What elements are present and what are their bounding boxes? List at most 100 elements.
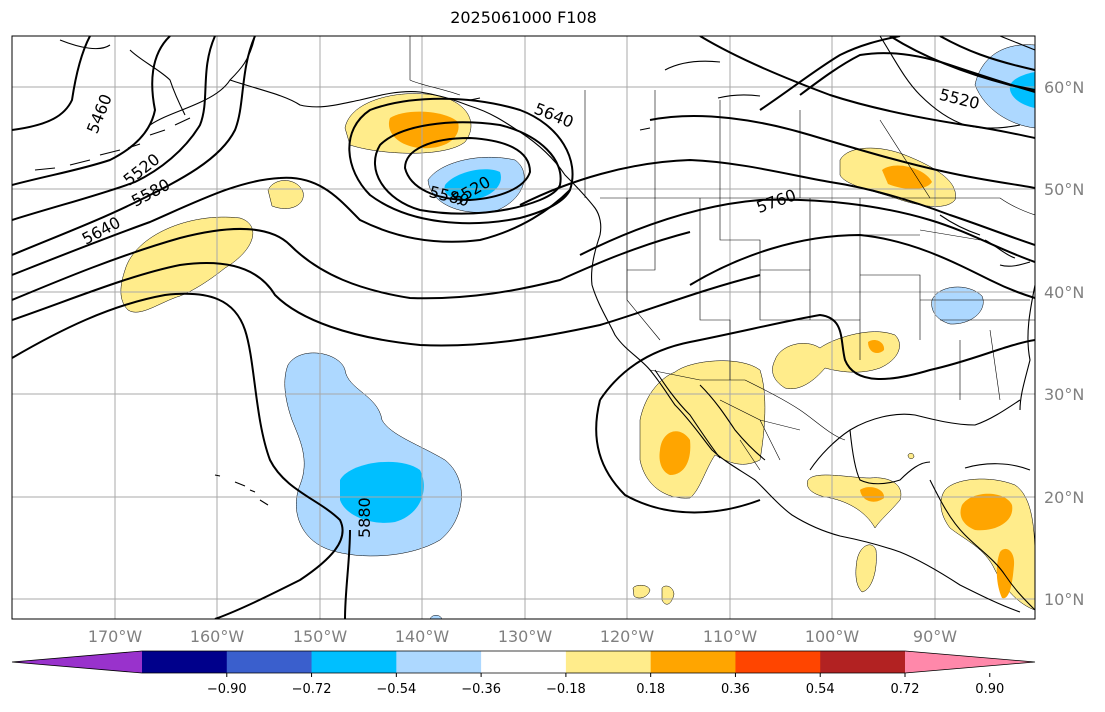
contour-5760-east xyxy=(519,158,1035,246)
coastline-baja xyxy=(654,369,766,461)
coastline-central-america xyxy=(929,479,1035,611)
coastline-gulf-of-mexico xyxy=(809,399,1021,485)
colorbar-tick-label: −0.18 xyxy=(546,682,586,697)
border-us-states-central xyxy=(809,198,1035,401)
border-us-mexico xyxy=(649,369,846,441)
anomaly-positive-canada-core xyxy=(882,165,932,189)
lon-label-120w: 120°W xyxy=(600,627,655,646)
lon-label-100w: 100°W xyxy=(805,627,860,646)
anomaly-positive-small-3 xyxy=(632,585,651,599)
contour-5820-east xyxy=(689,233,1035,299)
coastline-atlantic xyxy=(1019,284,1035,411)
border-alaska-canada xyxy=(409,36,461,96)
lat-label-30n: 30°N xyxy=(1044,385,1084,404)
anomaly-positive-gulf-mexico-core xyxy=(860,487,885,502)
lat-label-60n: 60°N xyxy=(1044,78,1084,97)
coastline-alaska-west xyxy=(59,39,186,116)
anomaly-positive-small-5 xyxy=(907,453,915,459)
contour-northeast-6 xyxy=(649,115,1035,189)
contour-5880 xyxy=(344,529,351,619)
contour-low-gulf-alaska-mid xyxy=(374,121,562,215)
colorbar-box xyxy=(820,651,906,673)
coastline-aleutians xyxy=(34,117,191,171)
contour-5580-west xyxy=(12,36,216,221)
colorbar-box xyxy=(735,651,821,673)
contour-5460 xyxy=(12,36,91,131)
lon-label-110w: 110°W xyxy=(703,627,758,646)
lon-label-130w: 130°W xyxy=(498,627,553,646)
colorbar-outline xyxy=(11,650,1036,674)
colorbar-box xyxy=(481,651,567,673)
contour-5820 xyxy=(12,262,761,347)
lon-label-140w: 140°W xyxy=(395,627,450,646)
colorbar-tick-label: 0.18 xyxy=(636,682,665,697)
coastline-north-america-west xyxy=(591,234,1021,613)
lon-label-170w: 170°W xyxy=(88,627,143,646)
colorbar-tick-label: 0.72 xyxy=(891,682,920,697)
colorbar-box xyxy=(396,651,482,673)
coastline-cuba xyxy=(964,463,1031,471)
colorbar-box xyxy=(226,651,313,673)
map-border xyxy=(11,35,1036,620)
lon-label-150w: 150°W xyxy=(293,627,348,646)
lat-label-20n: 20°N xyxy=(1044,488,1084,507)
coastlines xyxy=(34,36,1035,613)
anomaly-positive-gulf-alaska-core xyxy=(388,111,459,149)
lon-label-90w: 90°W xyxy=(913,627,957,646)
contour-northeast-4 xyxy=(939,36,1035,71)
colorbar-tick-label: −0.54 xyxy=(376,682,416,697)
map-frame-bg xyxy=(12,36,1035,619)
anomaly-positive-south-plains xyxy=(772,331,900,390)
contour-5640-west xyxy=(12,36,256,256)
colorbar-tick-label: −0.72 xyxy=(292,682,332,697)
colorbar-box xyxy=(650,651,736,673)
lat-label-50n: 50°N xyxy=(1044,180,1084,199)
colorbar-tick-label: 0.54 xyxy=(806,682,835,697)
colorbar-extension-min xyxy=(12,651,142,673)
anomaly-positive-baja-core xyxy=(659,431,691,475)
colorbar-tick-label: −0.36 xyxy=(461,682,501,697)
contour-5760-west xyxy=(12,227,691,301)
colorbar-extension-max xyxy=(905,651,1035,673)
political-borders xyxy=(409,36,1035,471)
colorbar-tick-label: 0.36 xyxy=(721,682,750,697)
contour-5520-west xyxy=(12,36,171,186)
contour-northeast-2 xyxy=(759,36,901,111)
colorbar-box xyxy=(142,651,228,673)
contour-label-5880: 5880 xyxy=(355,497,374,538)
coastline-hawaii xyxy=(214,474,269,506)
anomaly-positive-central-america-core-2 xyxy=(996,548,1015,599)
coastline-hudson-bay xyxy=(879,36,1035,129)
coastline-alaska xyxy=(149,36,602,236)
latitude-labels: 60°N 50°N 40°N 30°N 20°N 10°N xyxy=(1044,78,1084,609)
border-mexico-states xyxy=(719,399,801,471)
longitude-labels: 170°W 160°W 150°W 140°W 130°W 120°W 110°… xyxy=(88,627,957,646)
anomaly-positive-central-america-core xyxy=(960,493,1013,531)
contour-5700-east xyxy=(579,198,1035,263)
lon-label-160w: 160°W xyxy=(190,627,245,646)
contour-subtropical-high-west xyxy=(12,292,344,619)
contour-subtropical-high-east xyxy=(595,313,1035,514)
anomaly-positive-small-1 xyxy=(267,180,304,209)
anomaly-negative-subtropical-pacific-core xyxy=(340,461,424,523)
contour-northeast-5 xyxy=(889,36,1035,91)
anomaly-shading xyxy=(120,44,1035,619)
contour-northeast-3 xyxy=(699,36,1035,139)
colorbar-tick-label: −0.90 xyxy=(207,682,247,697)
anomaly-positive-south-plains-core xyxy=(868,339,885,354)
colorbar: −0.90 −0.72 −0.54 −0.36 −0.18 0.18 0.36 0.54 0.7… xyxy=(11,650,1036,697)
anomaly-positive-small-2 xyxy=(855,544,877,593)
colorbar-box xyxy=(565,651,652,673)
contour-5700-west xyxy=(12,176,571,276)
contour-northeast-1 xyxy=(799,52,1035,96)
contour-low-gulf-alaska-inner xyxy=(403,136,532,202)
coastline-islands xyxy=(469,60,761,131)
lat-label-40n: 40°N xyxy=(1044,283,1084,302)
anomaly-negative-gulf-alaska-core xyxy=(444,169,501,200)
lat-label-10n: 10°N xyxy=(1044,590,1084,609)
contour-low-gulf-alaska-outer xyxy=(348,97,574,225)
border-us-canada xyxy=(600,197,1035,216)
anomaly-positive-small-4 xyxy=(661,585,675,605)
anomaly-negative-labrador-core xyxy=(1009,72,1035,108)
